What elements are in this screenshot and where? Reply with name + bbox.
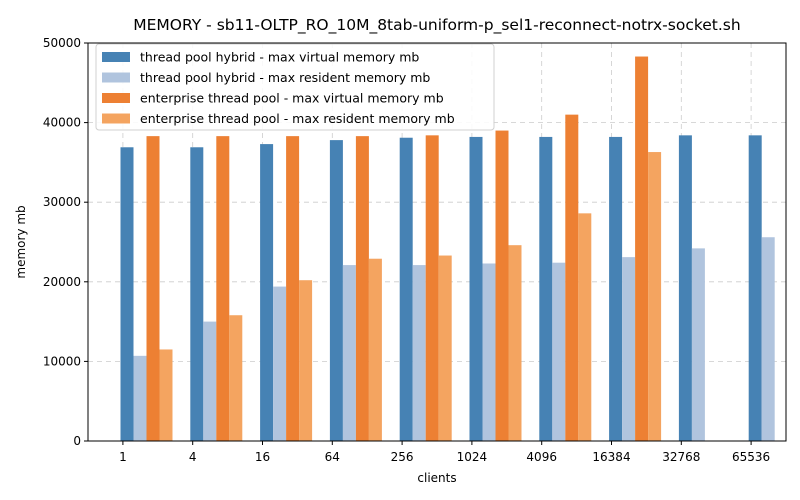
bar xyxy=(133,355,147,441)
bar xyxy=(299,280,313,441)
y-tick-label: 40000 xyxy=(43,116,81,130)
bar xyxy=(691,248,705,441)
y-axis-label: memory mb xyxy=(14,205,28,278)
x-axis-label: clients xyxy=(417,471,456,485)
chart-title: MEMORY - sb11-OLTP_RO_10M_8tab-uniform-p… xyxy=(133,16,740,35)
legend-box xyxy=(95,43,495,131)
bar xyxy=(438,255,452,441)
bar xyxy=(216,136,230,441)
x-tick-label: 65536 xyxy=(732,450,770,464)
bar xyxy=(508,245,522,441)
x-tick-label: 4 xyxy=(189,450,197,464)
legend-swatch xyxy=(102,113,130,124)
axis-ticks: 0 10000 20000 30000 40000 50000 1 4 16 64 256 1024 4… xyxy=(43,36,770,464)
bar xyxy=(146,136,160,441)
x-tick-label: 256 xyxy=(391,450,414,464)
bar xyxy=(761,237,775,441)
legend-swatch xyxy=(102,72,130,83)
bar xyxy=(482,263,496,441)
x-tick-label: 16384 xyxy=(592,450,630,464)
bar xyxy=(273,286,287,441)
legend-swatch xyxy=(102,52,130,62)
x-tick-label: 4096 xyxy=(526,450,557,464)
bar xyxy=(622,257,636,441)
bar xyxy=(565,114,579,441)
bar xyxy=(329,140,343,441)
bar xyxy=(552,262,566,441)
x-tick-label: 1024 xyxy=(457,450,488,464)
bar xyxy=(190,147,204,441)
y-tick-label: 0 xyxy=(73,434,81,448)
bar xyxy=(648,152,662,441)
bar xyxy=(229,315,243,441)
y-tick-label: 30000 xyxy=(43,195,81,209)
legend-entry-label: enterprise thread pool - max virtual mem… xyxy=(140,91,444,106)
bar xyxy=(355,136,369,441)
x-tick-label: 1 xyxy=(119,450,127,464)
bar xyxy=(425,135,439,441)
bar xyxy=(203,321,217,441)
bar xyxy=(678,135,692,441)
y-tick-label: 20000 xyxy=(43,275,81,289)
legend-entry-label: enterprise thread pool - max resident me… xyxy=(140,111,455,126)
bar xyxy=(469,136,483,442)
bar xyxy=(412,265,426,441)
plot-frame xyxy=(87,42,787,442)
bar xyxy=(748,135,762,441)
bar xyxy=(609,136,623,442)
legend-entry-label: thread pool hybrid - max virtual memory … xyxy=(140,50,419,65)
legend-entry-label: thread pool hybrid - max resident memory… xyxy=(140,70,430,85)
bar xyxy=(286,136,300,441)
x-tick-label: 64 xyxy=(325,450,340,464)
bar xyxy=(495,130,509,441)
bar xyxy=(578,213,592,441)
bar xyxy=(120,147,134,441)
bar xyxy=(399,137,413,441)
y-tick-label: 10000 xyxy=(43,354,81,368)
y-tick-label: 50000 xyxy=(43,36,81,50)
legend: thread pool hybrid - max virtual memory … xyxy=(95,43,495,131)
bars xyxy=(120,56,775,442)
bar xyxy=(635,56,649,441)
bar xyxy=(159,349,173,441)
legend-swatch xyxy=(102,93,130,103)
bar xyxy=(539,136,553,442)
bar xyxy=(260,144,274,442)
bar xyxy=(368,258,382,441)
bar xyxy=(342,265,356,441)
x-tick-label: 16 xyxy=(255,450,270,464)
x-tick-label: 32768 xyxy=(662,450,700,464)
